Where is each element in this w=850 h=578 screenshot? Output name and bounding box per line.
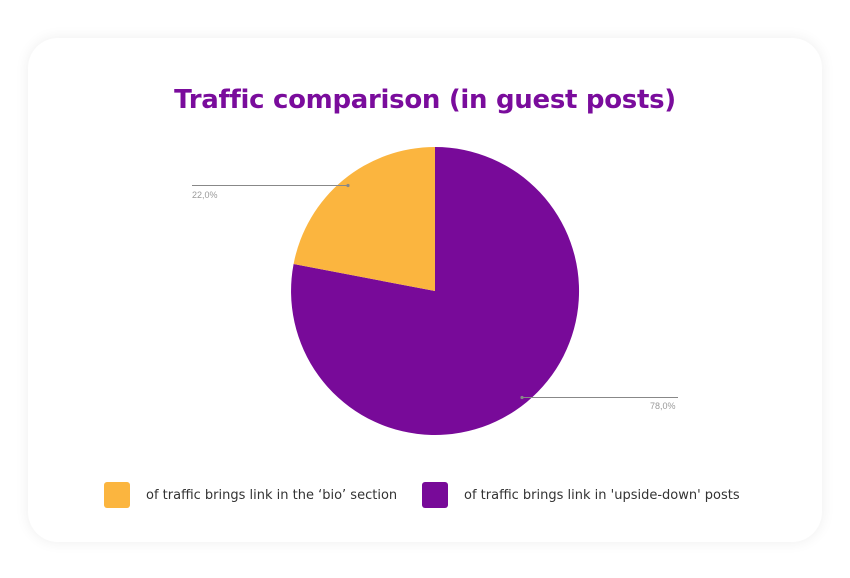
leader-dot-bio bbox=[346, 183, 350, 188]
legend-item-bio[interactable]: of traffic brings link in the ‘bio’ sect… bbox=[104, 482, 397, 508]
legend: of traffic brings link in the ‘bio’ sect… bbox=[0, 482, 850, 508]
data-label-bio: 22,0% bbox=[192, 190, 218, 200]
pie-slice-upside-down[interactable] bbox=[291, 147, 580, 435]
legend-label-bio: of traffic brings link in the ‘bio’ sect… bbox=[146, 487, 398, 503]
legend-swatch-upside-down bbox=[422, 482, 448, 508]
legend-swatch-bio bbox=[104, 482, 130, 508]
chart-title: Traffic comparison (in guest posts) bbox=[174, 85, 676, 115]
pie-slice-bio[interactable] bbox=[293, 147, 435, 291]
legend-item-upside-down[interactable]: of traffic brings link in 'upside-down' … bbox=[422, 482, 740, 508]
data-label-upside-down: 78,0% bbox=[650, 401, 676, 411]
leader-dot-upside-down bbox=[520, 395, 524, 400]
legend-label-upside-down: of traffic brings link in 'upside-down' … bbox=[464, 487, 740, 503]
